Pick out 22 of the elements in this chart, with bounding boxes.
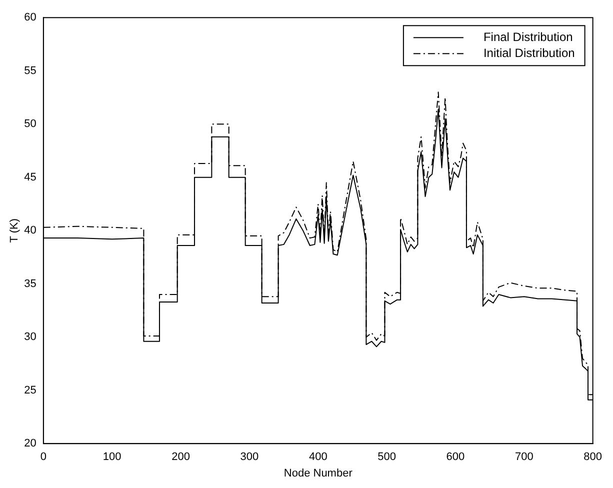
y-tick-label: 40 [24,224,36,237]
x-axis-title: Node Number [284,467,353,480]
y-tick-label: 45 [24,171,36,184]
x-tick-label: 800 [584,451,602,464]
y-tick-label: 25 [24,384,36,396]
y-tick-label: 35 [24,278,36,290]
y-axis-title: T (K) [8,218,21,243]
legend-label: Final Distribution [483,30,573,44]
x-tick-label: 200 [172,451,190,464]
x-tick-label: 300 [240,451,259,464]
x-tick-label: 700 [514,451,534,464]
y-tick-label: 50 [24,118,36,130]
x-tick-label: 100 [102,451,122,464]
y-tick-label: 55 [24,64,36,77]
y-tick-label: 30 [24,331,36,344]
x-tick-label: 400 [308,451,328,464]
x-tick-label: 0 [40,451,46,464]
legend-label: Initial Distribution [483,46,575,60]
x-tick-label: 500 [378,451,396,464]
x-tick-label: 600 [446,451,465,464]
y-tick-label: 20 [24,438,36,450]
y-tick-label: 60 [24,12,36,24]
